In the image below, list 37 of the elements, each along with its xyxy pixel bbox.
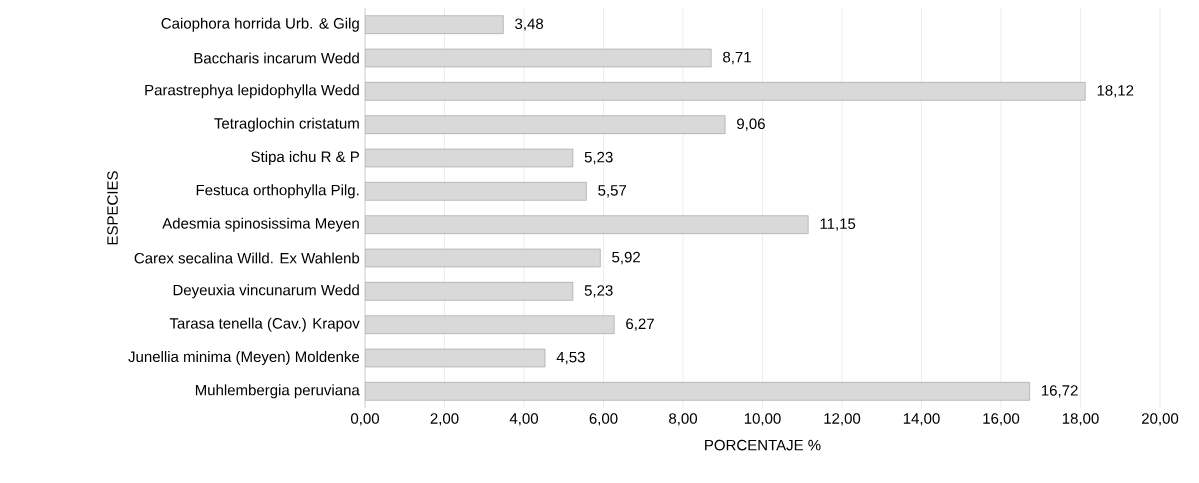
y-axis-title: ESPECIES: [107, 171, 118, 245]
y-tick-label: Adesmia spinosissima Meyen: [162, 217, 359, 232]
y-tick-label: Festuca orthophylla Pilg.: [196, 184, 359, 199]
x-tick-label: 20,00: [1141, 413, 1179, 426]
x-tick-label: 16,00: [983, 413, 1020, 426]
x-tick-label: 6,00: [589, 413, 618, 426]
x-tick-label: 18,00: [1062, 413, 1099, 426]
y-tick-label: Tarasa tenella (Cav.) Krapov: [169, 317, 360, 332]
y-tick-label: Stipa ichu R & P: [251, 151, 359, 165]
data-label: 18,12: [1097, 85, 1134, 98]
y-tick-label: Baccharis incarum Wedd: [194, 52, 359, 64]
x-tick-label: 4,00: [509, 413, 539, 426]
y-tick-label: Tetraglochin cristatum: [214, 117, 359, 132]
data-label: 5,23: [584, 151, 613, 165]
x-tick-label: 12,00: [824, 413, 861, 426]
data-label: 5,57: [598, 185, 627, 198]
y-tick-label: Muhlembergia peruviana: [195, 384, 360, 399]
data-label: 6,27: [626, 318, 654, 331]
y-tick-label: Deyeuxia vincunarum Wedd: [173, 284, 359, 299]
data-label: 11,15: [820, 218, 856, 231]
x-tick-label: 0,00: [351, 413, 380, 426]
y-tick-label: Caiophora horrida Urb. & Gilg: [161, 17, 359, 32]
data-label: 5,92: [612, 251, 640, 265]
y-tick-label: Junellia minima (Meyen) Moldenke: [128, 351, 360, 365]
data-label: 4,53: [556, 351, 585, 365]
data-label: 16,72: [1041, 385, 1078, 398]
y-tick-label: Carex secalina Willd. Ex Wahlenb: [134, 252, 360, 264]
y-tick-label: Parastrephya lepidophylla Wedd: [145, 84, 359, 99]
data-label: 3,48: [515, 18, 544, 31]
x-tick-label: 14,00: [903, 413, 940, 426]
x-tick-label: 2,00: [430, 413, 459, 426]
data-label: 8,71: [723, 51, 751, 65]
x-tick-label: 8,00: [669, 413, 698, 426]
x-tick-label: 10,00: [744, 413, 781, 426]
x-axis-title: PORCENTAJE %: [705, 439, 821, 451]
data-label: 9,06: [737, 118, 765, 131]
data-label: 5,23: [584, 285, 613, 298]
